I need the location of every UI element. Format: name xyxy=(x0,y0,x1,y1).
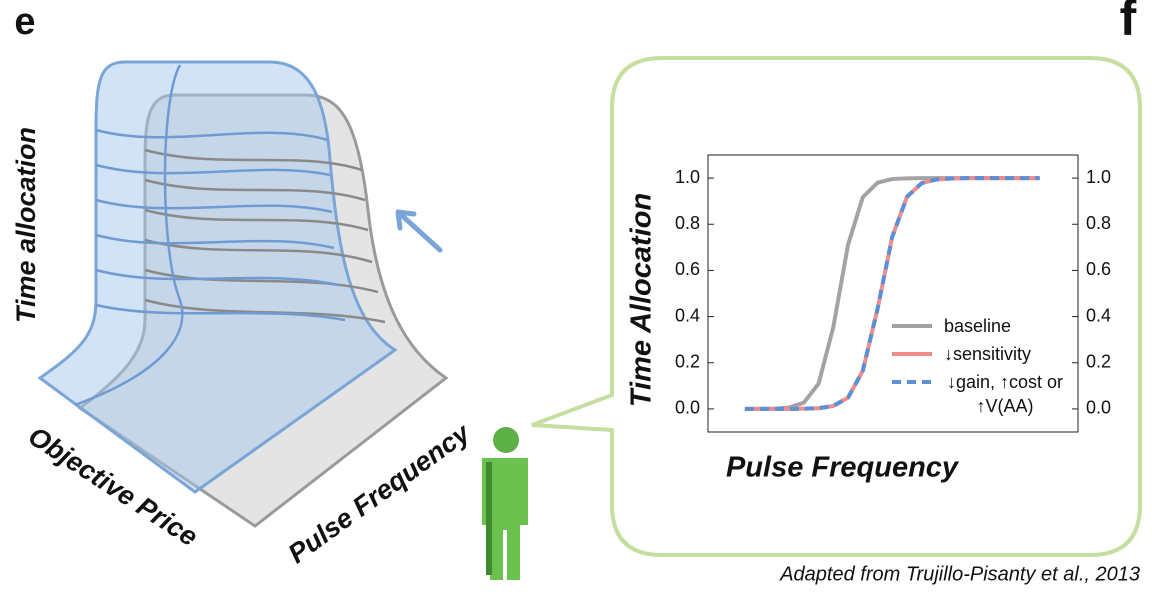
figure: e f Time allocation Objective Price Puls… xyxy=(0,0,1152,592)
y-tick-label: 1.0 xyxy=(675,167,700,187)
legend-entry: ↓sensitivity xyxy=(890,342,1072,370)
y2-tick-label: 1.0 xyxy=(1086,167,1111,187)
y-tick-label: 0.6 xyxy=(675,259,700,279)
legend: baseline ↓sensitivity ↓gain, ↑cost or ↑V(A… xyxy=(890,314,1072,398)
y2-tick-label: 0.6 xyxy=(1086,259,1111,279)
y2-tick-label: 0.8 xyxy=(1086,213,1111,233)
y-tick-label: 0.2 xyxy=(675,352,700,372)
axis-label: Time allocation xyxy=(11,127,41,323)
panel-label: f xyxy=(1120,0,1137,46)
caption: Adapted from Trujillo-Pisanty et al., 20… xyxy=(779,563,1140,585)
legend-label: baseline xyxy=(944,314,1072,338)
y-axis-label: Time Allocation xyxy=(626,193,658,407)
y2-tick-label: 0.2 xyxy=(1086,352,1111,372)
legend-swatch xyxy=(890,316,934,336)
legend-swatch xyxy=(890,344,934,364)
y-tick-label: 0.4 xyxy=(675,305,700,325)
surface-illustration xyxy=(40,62,446,526)
page: e f Time allocation Objective Price Puls… xyxy=(0,0,1152,592)
person-icon xyxy=(482,427,528,580)
legend-label: ↓gain, ↑cost or ↑V(AA) xyxy=(944,370,1066,418)
y2-tick-label: 0.0 xyxy=(1086,398,1111,418)
legend-entry: ↓gain, ↑cost or ↑V(AA) xyxy=(890,370,1072,398)
y-tick-label: 0.0 xyxy=(675,398,700,418)
y-tick-label: 0.8 xyxy=(675,213,700,233)
y2-tick-label: 0.4 xyxy=(1086,305,1111,325)
panel-label: e xyxy=(14,1,35,43)
x-axis-label: Pulse Frequency xyxy=(726,452,960,484)
legend-swatch xyxy=(890,372,934,392)
legend-entry: baseline xyxy=(890,314,1072,342)
legend-label: ↓sensitivity xyxy=(944,342,1072,366)
